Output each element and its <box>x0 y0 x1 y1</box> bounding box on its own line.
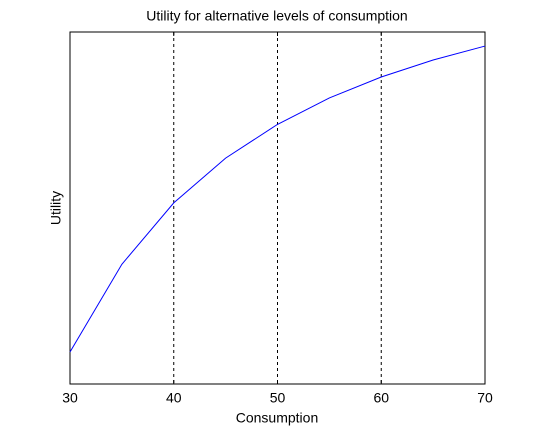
x-tick-label: 60 <box>373 390 389 406</box>
x-tick-label: 50 <box>270 390 286 406</box>
x-tick-label: 30 <box>62 390 78 406</box>
chart-title: Utility for alternative levels of consum… <box>146 8 407 24</box>
y-axis-label: Utility <box>48 191 64 225</box>
plot-frame <box>69 31 486 385</box>
line-series <box>69 45 486 353</box>
x-tick-label: 40 <box>166 390 182 406</box>
x-axis-label: Consumption <box>236 410 319 426</box>
x-tick-label: 70 <box>477 390 493 406</box>
